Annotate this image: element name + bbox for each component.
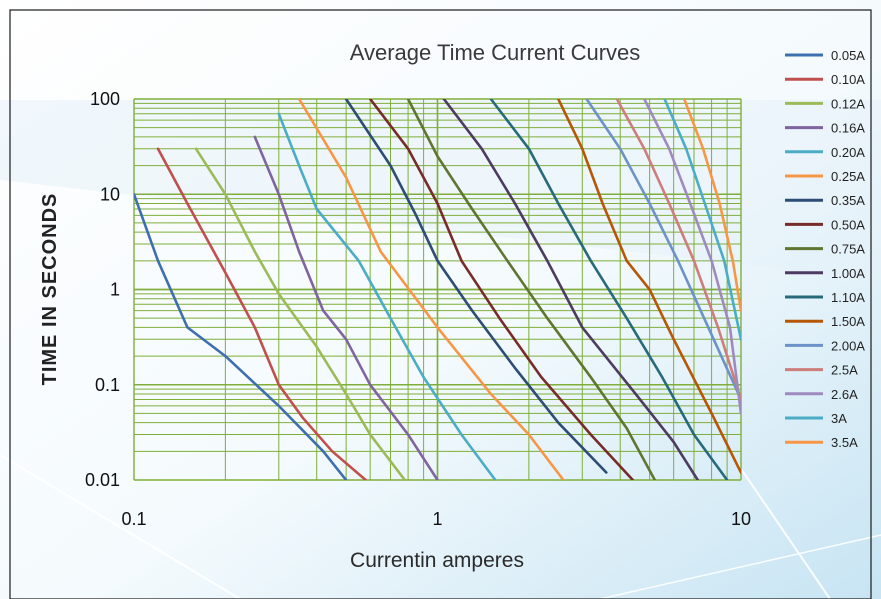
y-axis-title: TIME IN SECONDS — [39, 193, 61, 386]
x-tick-label: 10 — [731, 509, 751, 529]
legend-label: 2.00A — [831, 338, 865, 353]
y-tick-label: 0.1 — [95, 375, 120, 395]
legend-label: 0.50A — [831, 217, 865, 232]
legend-label: 1.00A — [831, 266, 865, 281]
chart-title: Average Time Current Curves — [350, 40, 641, 65]
series-line-13 — [585, 99, 741, 401]
legend-label: 1.10A — [831, 290, 865, 305]
y-tick-label: 100 — [90, 89, 120, 109]
legend-label: 3A — [831, 411, 847, 426]
series-line-2 — [156, 147, 368, 480]
series-line-5 — [277, 112, 497, 480]
legend-label: 2.5A — [831, 363, 858, 378]
y-tick-label: 10 — [100, 184, 120, 204]
y-tick-label: 0.01 — [85, 470, 120, 490]
legend-label: 0.75A — [831, 242, 865, 257]
legend-label: 0.16A — [831, 121, 865, 136]
legend-label: 0.35A — [831, 193, 865, 208]
legend-label: 0.12A — [831, 96, 865, 111]
series-line-9 — [406, 99, 657, 480]
series-line-7 — [344, 99, 608, 474]
x-tick-label: 1 — [432, 509, 442, 529]
series-line-4 — [253, 135, 439, 480]
legend-label: 0.10A — [831, 72, 865, 87]
series-group — [134, 99, 741, 480]
y-tick-label: 1 — [110, 280, 120, 300]
legend-label: 1.50A — [831, 314, 865, 329]
x-tick-label: 0.1 — [121, 509, 146, 529]
legend-label: 3.5A — [831, 435, 858, 450]
series-line-1 — [134, 193, 348, 480]
series-line-16 — [663, 99, 741, 341]
legend-label: 0.20A — [831, 145, 865, 160]
series-line-14 — [615, 99, 741, 401]
series-line-11 — [489, 99, 729, 480]
series-line-17 — [682, 99, 741, 312]
series-line-12 — [556, 99, 741, 474]
legend-label: 0.05A — [831, 48, 865, 63]
series-line-8 — [368, 99, 635, 480]
series-line-6 — [297, 99, 565, 480]
series-line-15 — [642, 99, 741, 415]
frame — [9, 9, 872, 599]
series-line-10 — [442, 99, 700, 480]
legend: 0.05A 0.10A 0.12A 0.16A 0.20A 0.25A 0.35A 0.50A… — [785, 48, 865, 450]
legend-label: 0.25A — [831, 169, 865, 184]
background-decor — [0, 100, 881, 599]
legend-label: 2.6A — [831, 387, 858, 402]
series-line-3 — [194, 147, 407, 480]
x-axis-title: Currentin amperes — [350, 549, 524, 572]
